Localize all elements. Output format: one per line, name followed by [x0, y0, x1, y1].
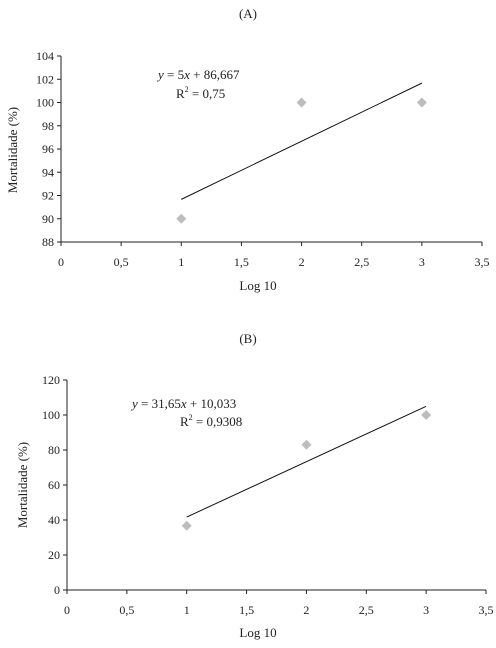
chart-panel-a: (A) Mortalidade (%) Log 10 y = 5x + 86,6… — [5, 6, 490, 293]
panel-b-r-squared: R2 = 0,9308 — [180, 413, 242, 429]
panel-a-plot: 88 90 92 94 96 98 100 102 104 0 0,5 1 1,5 2 2,5 3 3,5 — [36, 49, 490, 269]
panel-a-y-tick-label: 88 — [42, 235, 54, 249]
panel-a-x-axis-label: Log 10 — [239, 278, 276, 293]
panel-a-x-tick-label: 2 — [299, 255, 305, 269]
panel-b-y-tick-label: 0 — [54, 583, 60, 597]
panel-a-trendline — [181, 82, 423, 200]
panel-b-data-point — [421, 410, 432, 420]
panel-a-y-tick-label: 104 — [36, 49, 54, 63]
panel-b-label: (B) — [239, 331, 256, 346]
panel-b-x-tick-label: 3,5 — [479, 603, 494, 617]
panel-b-data-point — [301, 439, 312, 450]
panel-a-y-tick-label: 90 — [42, 212, 54, 226]
panel-a-y-tick-label: 102 — [36, 72, 54, 86]
panel-a-r-squared: R2 = 0,75 — [176, 85, 225, 101]
panel-b-y-tick-label: 20 — [48, 548, 60, 562]
panel-b-x-tick-label: 1,5 — [239, 603, 254, 617]
panel-a-data-point — [416, 97, 427, 108]
panel-a-x-tick-label: 1 — [178, 255, 184, 269]
panel-a-y-tick-label: 98 — [42, 119, 54, 133]
panel-a-y-tick-label: 100 — [36, 96, 54, 110]
panel-b-y-axis-label: Mortalidade (%) — [15, 442, 30, 528]
panel-a-x-tick-label: 1,5 — [234, 255, 249, 269]
chart-panel-b: (B) Mortalidade (%) Log 10 y = 31,65x + … — [15, 331, 494, 640]
panel-a-y-tick-label: 94 — [42, 165, 54, 179]
panel-a-equation: y = 5x + 86,667 — [156, 67, 240, 82]
panel-b-x-tick-label: 2,5 — [359, 603, 374, 617]
panel-a-data-point — [176, 213, 187, 224]
panel-b-x-tick-label: 3 — [423, 603, 429, 617]
panel-a-y-tick-label: 92 — [42, 189, 54, 203]
panel-b-y-tick-label: 120 — [42, 373, 60, 387]
panel-b-x-tick-label: 2 — [303, 603, 309, 617]
panel-b-x-tick-label: 0 — [64, 603, 70, 617]
panel-a-x-tick-label: 2,5 — [354, 255, 369, 269]
panel-b-data-point — [181, 520, 192, 531]
panel-a-y-axis-label: Mortalidade (%) — [5, 107, 20, 193]
panel-b-trendline — [186, 405, 427, 518]
panel-b-y-tick-label: 80 — [48, 443, 60, 457]
panel-b-y-tick-label: 100 — [42, 408, 60, 422]
panel-b-x-tick-label: 1 — [184, 603, 190, 617]
panel-b-x-axis-label: Log 10 — [239, 625, 276, 640]
panel-b-x-tick-label: 0,5 — [119, 603, 134, 617]
panel-a-x-tick-label: 3,5 — [475, 255, 490, 269]
panel-b-plot: 0 20 40 60 80 100 120 0 0,5 1 1,5 2 2,5 3 3,5 — [42, 373, 494, 617]
panel-a-x-tick-label: 3 — [419, 255, 425, 269]
panel-b-equation: y = 31,65x + 10,033 — [130, 396, 236, 411]
panel-a-y-tick-label: 96 — [42, 142, 54, 156]
panel-a-data-point — [296, 97, 307, 108]
panel-a-x-tick-label: 0 — [58, 255, 64, 269]
panel-b-y-tick-label: 40 — [48, 513, 60, 527]
panel-a-label: (A) — [239, 6, 257, 21]
panel-a-x-tick-label: 0,5 — [114, 255, 129, 269]
panel-b-y-tick-label: 60 — [48, 478, 60, 492]
